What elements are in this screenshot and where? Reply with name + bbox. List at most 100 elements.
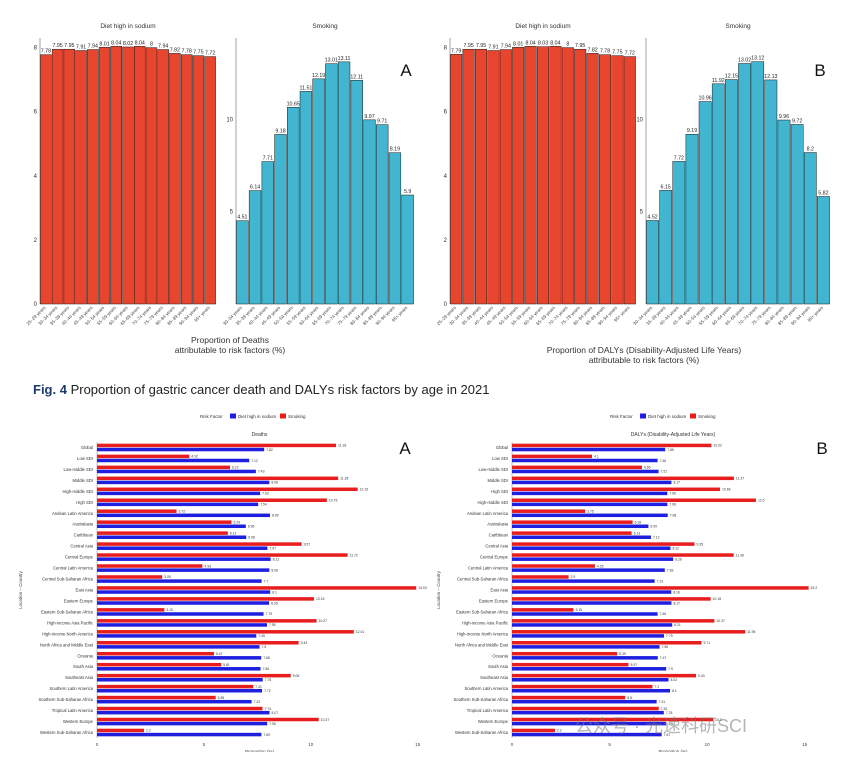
y-tick-label: Central Sub-Saharan Africa — [42, 577, 94, 582]
bar-smoking — [287, 107, 300, 305]
bar-sodium — [98, 47, 111, 305]
bar-sodium — [97, 480, 270, 485]
y-tick-label: Central Asia — [70, 544, 93, 549]
data-label-smoking: 12.5 — [758, 498, 765, 502]
y-tick-label: Australasia — [72, 522, 93, 527]
y-tick-label: Southern Sub-Saharan Africa — [39, 697, 94, 702]
bar-sodium — [586, 53, 599, 305]
y-tick-label: 0 — [444, 302, 448, 308]
data-label-sodium: 7.82 — [170, 47, 180, 53]
data-label-sodium: 8.03 — [538, 41, 548, 47]
data-label-smoking: 2.2 — [146, 729, 151, 733]
data-label-smoking: 9.57 — [304, 542, 311, 546]
data-label-sodium: 7.47 — [660, 656, 667, 660]
data-label-sodium: 7.91 — [488, 44, 498, 50]
bar-sodium — [611, 55, 624, 305]
y-tick-label: Caribbean — [489, 533, 509, 538]
bar-sodium — [169, 53, 181, 305]
bar-sodium — [97, 590, 271, 594]
y-tick-label: 2 — [444, 238, 448, 244]
data-label-smoking: 11.51 — [299, 85, 312, 91]
y-tick-label: 10 — [636, 117, 643, 123]
bar-smoking — [97, 619, 317, 623]
data-label-smoking: 12.11 — [350, 74, 363, 80]
bar-sodium — [561, 47, 574, 305]
y-tick-label: Southern Latin America — [49, 686, 93, 691]
data-label-smoking: 4.93 — [204, 564, 211, 568]
data-label-smoking: 10.18 — [713, 597, 722, 601]
y-tick-label: Low SDI — [77, 456, 93, 461]
data-label-sodium: 7.85 — [667, 448, 674, 452]
bar-sodium — [512, 656, 658, 660]
y-tick-label: Caribbean — [74, 533, 94, 538]
bar-smoking — [738, 63, 751, 305]
y-tick-label: Eastern Sub-Saharan Africa — [456, 609, 509, 614]
y-tick-label: Tropical Latin America — [52, 708, 94, 713]
data-label-sodium: 7.95 — [463, 43, 473, 49]
data-label-sodium: 7.12 — [251, 459, 258, 463]
bar-sodium — [487, 50, 500, 305]
data-label-sodium: 8.26 — [675, 557, 682, 561]
bar-sodium — [462, 48, 475, 305]
data-label-smoking: 3.72 — [179, 509, 186, 513]
bar-sodium — [134, 46, 146, 305]
data-label-sodium: 8.16 — [673, 590, 680, 594]
bar-sodium — [598, 54, 612, 305]
data-label-sodium: 8.12 — [273, 557, 280, 561]
bar-sodium — [97, 579, 262, 583]
bar-sodium — [97, 491, 261, 496]
data-label-smoking: 10.96 — [699, 96, 712, 102]
bar-sodium — [97, 667, 261, 671]
bar-smoking — [512, 586, 809, 590]
bar-smoking — [299, 91, 313, 305]
data-label-sodium: 7.54 — [260, 503, 267, 507]
bar-sodium — [512, 645, 660, 649]
y-tick-label: High-income North America — [457, 631, 509, 636]
y-tick-label: 6 — [444, 110, 448, 116]
bar-sodium — [97, 623, 267, 627]
bar-sodium — [512, 732, 662, 737]
bottom-left-panel: Risk Factor Diet high in sodium Smoking Dea… — [10, 410, 428, 754]
x-tick-label: 5 — [203, 742, 206, 747]
data-label-sodium: 7.78 — [666, 711, 673, 715]
bar-sodium — [97, 656, 262, 660]
y-tick-label: High SDI — [491, 489, 508, 494]
bar-smoking — [817, 196, 830, 305]
bar-smoking — [97, 531, 228, 535]
data-label-sodium: 8.1 — [272, 590, 277, 594]
bar-smoking — [97, 542, 302, 546]
data-label-smoking: 4.52 — [647, 215, 657, 221]
data-label-smoking: 3.15 — [166, 608, 173, 612]
y-tick-label: Western Europe — [478, 719, 509, 724]
data-label-sodium: 7.79 — [266, 612, 273, 616]
bar-smoking — [512, 673, 697, 678]
legend-swatch-sodium — [230, 413, 236, 419]
data-label-sodium: 7.95 — [64, 43, 74, 49]
x-axis-title: Proportion of Deaths — [191, 335, 269, 345]
data-label-sodium: 7.67 — [664, 733, 671, 737]
figure-number: Fig. 4 — [33, 382, 67, 397]
bar-smoking — [512, 684, 653, 689]
data-label-smoking: 9.71 — [377, 119, 387, 125]
data-label-sodium: 6.98 — [248, 535, 255, 539]
bar-sodium — [512, 458, 658, 463]
y-tick-label: North Africa and Middle East — [40, 642, 94, 647]
legend: Risk Factor Diet high in sodium Smoking — [610, 413, 716, 419]
legend-label-smoking: Smoking — [288, 414, 306, 419]
data-label-smoking: 9.71 — [703, 641, 710, 645]
bar-sodium — [512, 623, 673, 627]
bar-smoking — [274, 134, 287, 305]
data-label-smoking: 7.72 — [674, 155, 684, 161]
data-label-sodium: 7.75 — [193, 50, 203, 56]
data-label-smoking: 11.92 — [712, 78, 725, 84]
bar-smoking — [512, 728, 555, 733]
data-label-sodium: 7.96 — [669, 492, 676, 496]
x-tick-label: 15 — [802, 742, 808, 747]
top-left-panel: Diet high in sodium 0 2 4 6 8 7.78 25–29 years 7… — [18, 14, 418, 372]
data-label-sodium: 7.94 — [501, 44, 511, 50]
caption-text: Proportion of gastric cancer death and D… — [70, 382, 490, 397]
data-label-smoking: 2.9 — [571, 575, 576, 579]
data-label-smoking: 11.18 — [338, 444, 346, 448]
bar-sodium — [40, 54, 52, 305]
